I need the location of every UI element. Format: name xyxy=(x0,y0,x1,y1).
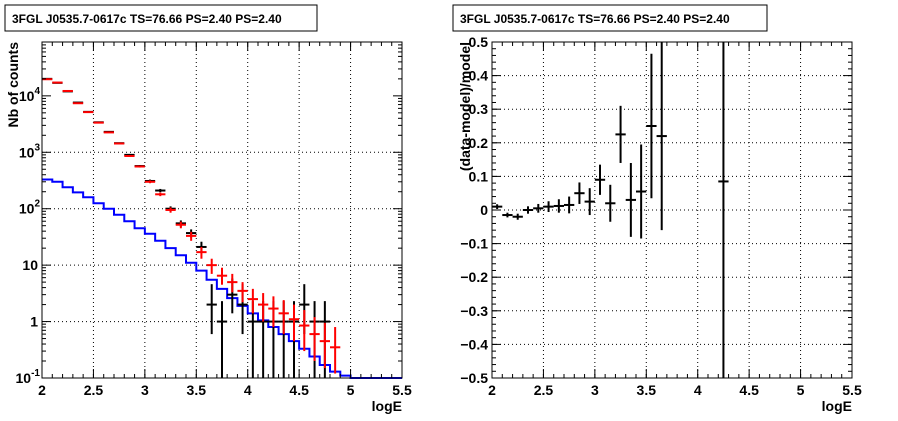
chart-title: 3FGL J0535.7-0617c TS=76.66 PS=2.40 PS=2… xyxy=(460,12,730,26)
plot-frame xyxy=(41,41,403,379)
x-axis-title: logE xyxy=(822,398,852,414)
y-tick-label: 104 xyxy=(19,86,41,104)
title-box xyxy=(4,4,318,32)
y-tick-label: −0.2 xyxy=(460,269,488,285)
y-tick-label: 0 xyxy=(480,202,488,218)
y-tick-label: 0.5 xyxy=(469,34,489,50)
x-tick-label: 2.5 xyxy=(534,382,554,398)
y-tick-label: 0.2 xyxy=(469,135,489,151)
x-tick-label: 2 xyxy=(488,382,496,398)
y-tick-label: −0.1 xyxy=(460,236,488,252)
x-tick-label: 3.5 xyxy=(187,382,207,398)
model-step-line xyxy=(42,178,402,379)
y-axis-title: Nb of counts xyxy=(5,42,21,128)
y-tick-label: 0.1 xyxy=(469,168,489,184)
x-tick-label: 5.5 xyxy=(392,382,412,398)
y-tick-label: −0.3 xyxy=(460,303,488,319)
x-tick-label: 4.5 xyxy=(739,382,759,398)
x-axis-title: logE xyxy=(372,398,402,414)
chart-title: 3FGL J0535.7-0617c TS=76.66 PS=2.40 PS=2… xyxy=(12,12,282,26)
x-tick-label: 4 xyxy=(694,382,702,398)
y-tick-label: 10 xyxy=(22,257,38,273)
grid xyxy=(42,42,402,378)
y-tick-label: 102 xyxy=(19,199,41,217)
x-tick-label: 4.5 xyxy=(289,382,309,398)
plot-area xyxy=(492,42,729,378)
x-tick-label: 2.5 xyxy=(84,382,104,398)
plot-frame xyxy=(491,41,853,379)
x-tick-label: 2 xyxy=(38,382,46,398)
axes: 2 2.5 3 3.5 4 4.5 5 5.5 −0.5 −0.4 −0.3 −0.2 −0.1 0 0.1… xyxy=(460,34,862,398)
x-tick-label: 3 xyxy=(591,382,599,398)
y-axis-title: (data-model)/model xyxy=(457,42,473,171)
x-tick-label: 3.5 xyxy=(637,382,657,398)
y-tick-label: −0.5 xyxy=(460,370,488,386)
x-tick-label: 5 xyxy=(347,382,355,398)
y-tick-label: 1 xyxy=(30,314,38,330)
y-tick-label: 103 xyxy=(19,142,41,160)
x-tick-label: 5 xyxy=(797,382,805,398)
axes: 2 2.5 3 3.5 4 4.5 5 5.5 10-1 1 10 102 103 104 xyxy=(16,41,412,398)
x-tick-label: 3 xyxy=(141,382,149,398)
residuals-panel: 3FGL J0535.7-0617c TS=76.66 PS=2.40 PS=2… xyxy=(452,4,862,414)
y-tick-label: 0.3 xyxy=(469,101,489,117)
y-tick-label: 0.4 xyxy=(469,68,489,84)
grid xyxy=(492,42,852,378)
counts-histogram-panel: 3FGL J0535.7-0617c TS=76.66 PS=2.40 PS=2… xyxy=(4,4,412,414)
title-box xyxy=(452,4,768,32)
x-tick-label: 4 xyxy=(244,382,252,398)
x-tick-label: 5.5 xyxy=(842,382,862,398)
plot-area xyxy=(42,77,402,379)
y-tick-label: 10-1 xyxy=(16,368,41,386)
y-tick-label: −0.4 xyxy=(460,336,488,352)
